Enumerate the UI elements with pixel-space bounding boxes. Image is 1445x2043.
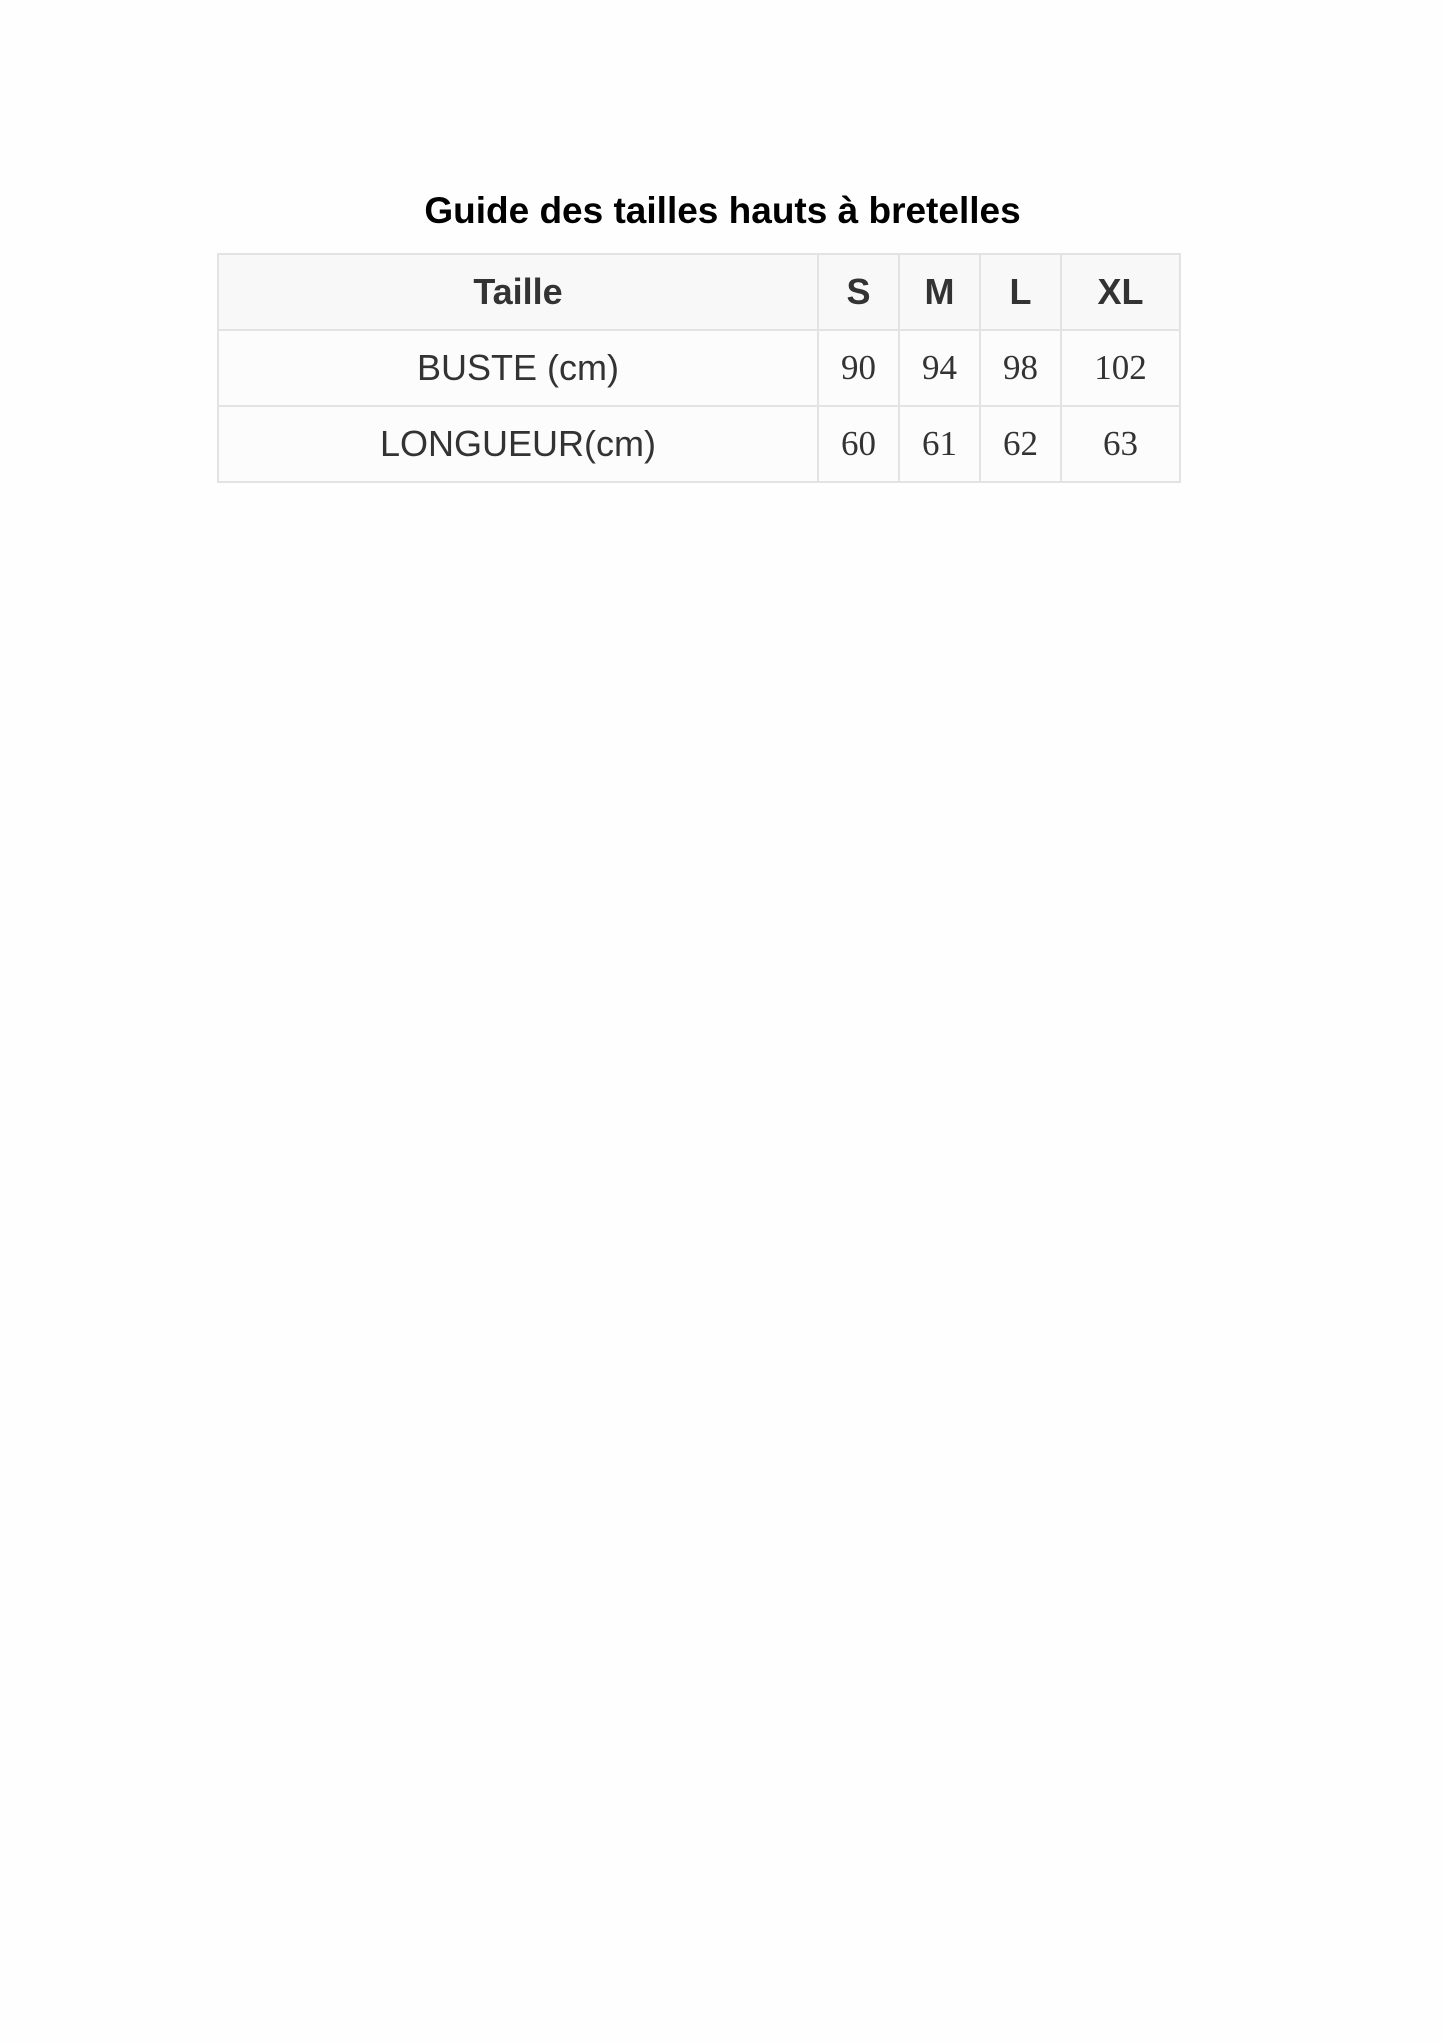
table-row: BUSTE (cm) 90 94 98 102 <box>217 329 1181 407</box>
table-cell: 63 <box>1060 405 1181 483</box>
header-cell: Taille <box>217 253 819 331</box>
row-label: BUSTE (cm) <box>217 329 819 407</box>
row-label: LONGUEUR(cm) <box>217 405 819 483</box>
table-cell: 90 <box>817 329 900 407</box>
table-cell: 102 <box>1060 329 1181 407</box>
table-cell: 98 <box>979 329 1062 407</box>
table-header-row: Taille S M L XL <box>217 253 1181 331</box>
table-cell: 62 <box>979 405 1062 483</box>
header-cell: L <box>979 253 1062 331</box>
table-cell: 94 <box>898 329 981 407</box>
table-cell: 60 <box>817 405 900 483</box>
table-cell: 61 <box>898 405 981 483</box>
header-cell: S <box>817 253 900 331</box>
size-chart-table: Taille S M L XL BUSTE (cm) 90 94 98 102 … <box>217 253 1181 483</box>
table-row: LONGUEUR(cm) 60 61 62 63 <box>217 405 1181 483</box>
header-cell: M <box>898 253 981 331</box>
header-cell: XL <box>1060 253 1181 331</box>
page-title: Guide des tailles hauts à bretelles <box>424 190 1021 231</box>
